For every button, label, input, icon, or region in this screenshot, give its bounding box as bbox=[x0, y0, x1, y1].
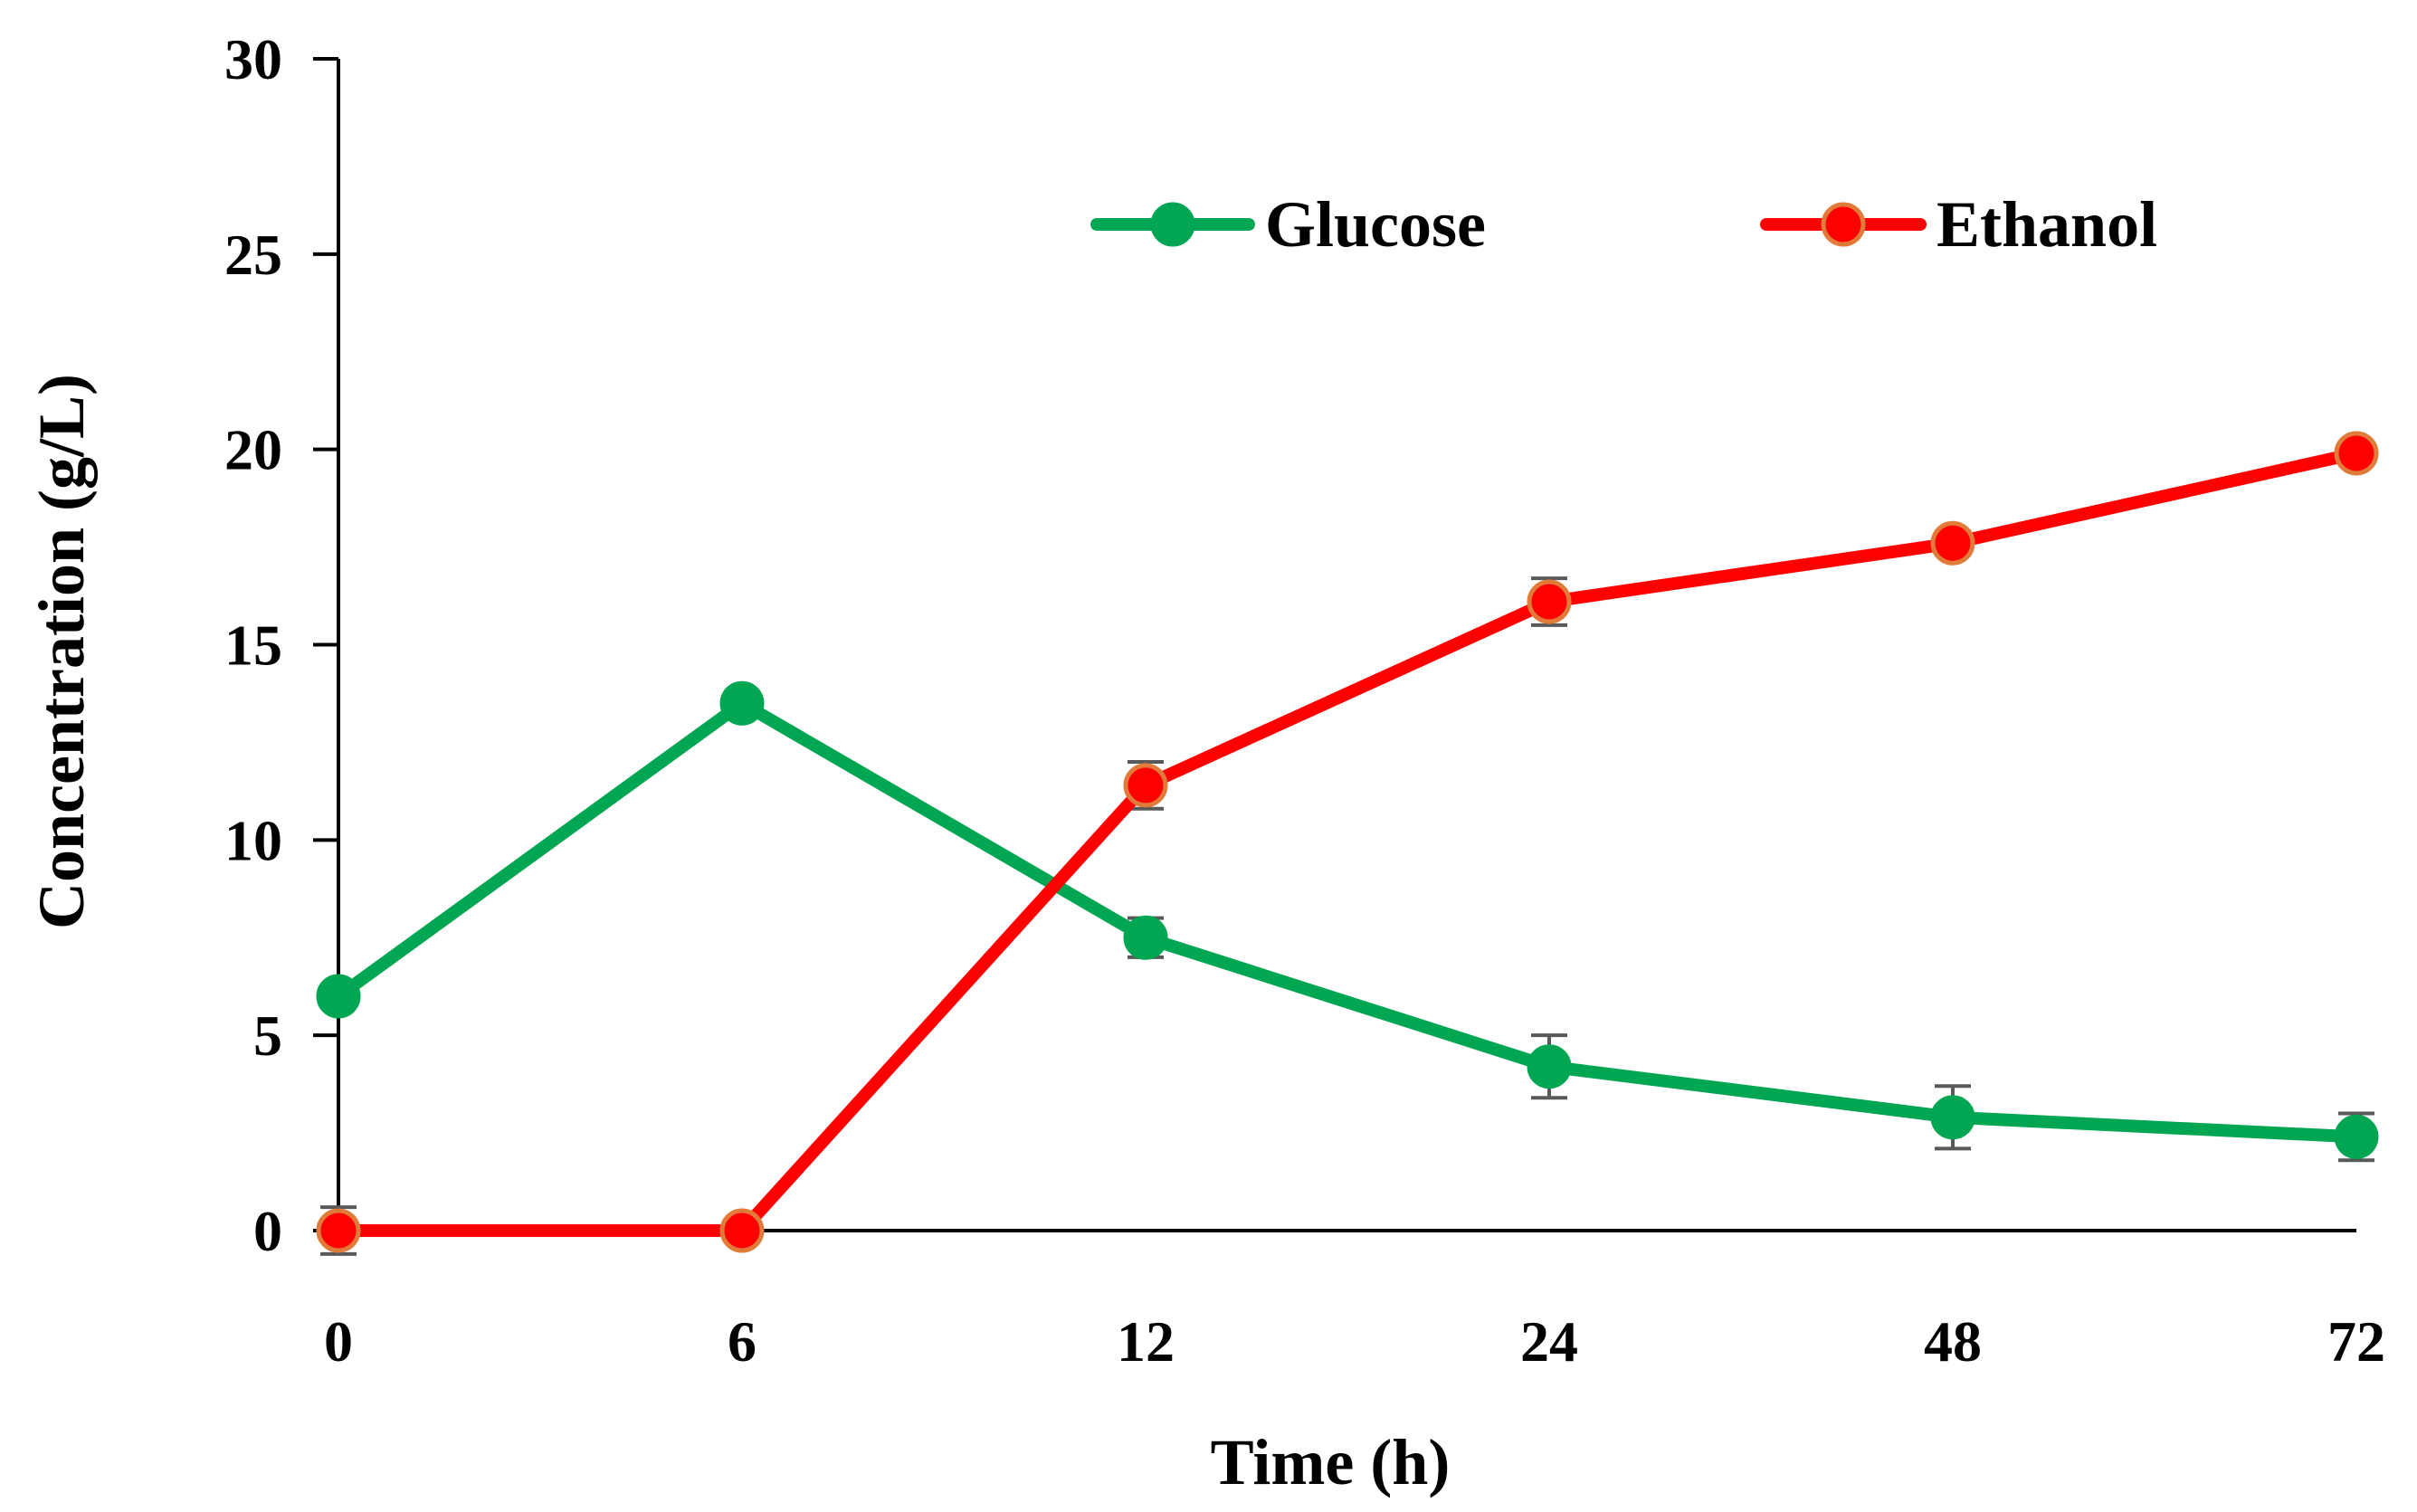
ethanol-point bbox=[1930, 520, 1975, 566]
x-tick-label: 0 bbox=[324, 1309, 353, 1374]
legend-item-ethanol: Ethanol bbox=[1760, 188, 2157, 261]
ethanol-point bbox=[1123, 763, 1168, 808]
ethanol-point bbox=[2334, 431, 2379, 476]
glucose-point bbox=[719, 680, 765, 726]
legend-label: Ethanol bbox=[1936, 188, 2157, 261]
legend-swatch-marker bbox=[1150, 202, 1195, 247]
axes-layer: 0 5 10 15 20 25 30 0 6 12 24 48 72 bbox=[224, 27, 2385, 1374]
glucose-point bbox=[1930, 1095, 1975, 1140]
x-tick-label: 48 bbox=[1924, 1309, 1982, 1374]
ethanol-point bbox=[1527, 579, 1572, 624]
errorbar-layer bbox=[320, 443, 2374, 1256]
y-tick-label: 25 bbox=[224, 223, 282, 287]
glucose-point bbox=[2334, 1114, 2379, 1159]
ethanol-series-line bbox=[332, 446, 2363, 1237]
legend-swatch-marker bbox=[1821, 202, 1866, 247]
y-tick-label: 20 bbox=[224, 418, 282, 482]
x-tick-label: 6 bbox=[728, 1309, 757, 1374]
y-tick-label: 15 bbox=[224, 613, 282, 678]
y-axis-title: Concentration (g/L) bbox=[25, 374, 98, 929]
glucose-point bbox=[316, 974, 361, 1019]
ethanol-point bbox=[719, 1208, 765, 1253]
glucose-point bbox=[1527, 1044, 1572, 1089]
ethanol-point bbox=[316, 1208, 361, 1253]
y-tick-label: 30 bbox=[224, 27, 282, 91]
x-tick-label: 72 bbox=[2327, 1309, 2385, 1374]
x-tick-label: 24 bbox=[1520, 1309, 1578, 1374]
y-tick-label: 10 bbox=[224, 808, 282, 872]
x-tick-label: 12 bbox=[1117, 1309, 1175, 1374]
y-tick-label: 5 bbox=[253, 1003, 282, 1068]
series-layer bbox=[316, 431, 2379, 1253]
y-tick-label: 0 bbox=[253, 1199, 282, 1263]
x-axis-title: Time (h) bbox=[1211, 1426, 1451, 1498]
legend-label: Glucose bbox=[1265, 188, 1486, 261]
legend-item-glucose: Glucose bbox=[1090, 188, 1486, 261]
legend: Glucose Ethanol bbox=[1090, 188, 2157, 261]
glucose-point bbox=[1123, 915, 1168, 960]
glucose-series-line bbox=[332, 697, 2363, 1144]
